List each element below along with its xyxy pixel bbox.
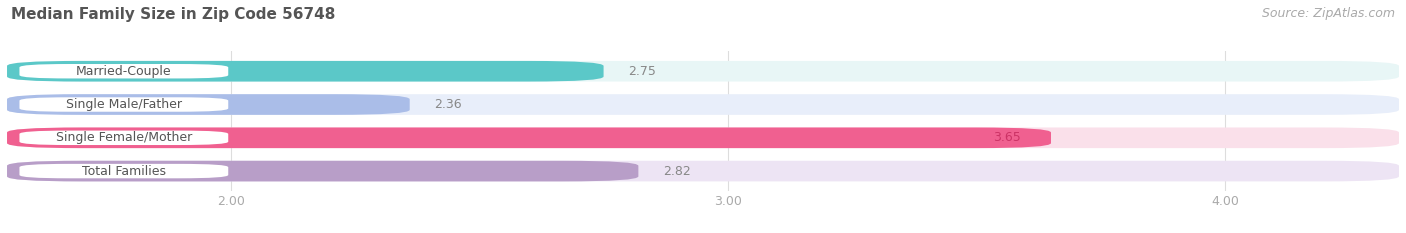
Text: 3.65: 3.65 — [994, 131, 1021, 144]
FancyBboxPatch shape — [7, 127, 1399, 148]
FancyBboxPatch shape — [7, 161, 638, 182]
FancyBboxPatch shape — [7, 61, 1399, 82]
Text: Median Family Size in Zip Code 56748: Median Family Size in Zip Code 56748 — [11, 7, 336, 22]
Text: 2.36: 2.36 — [434, 98, 463, 111]
Text: Married-Couple: Married-Couple — [76, 65, 172, 78]
FancyBboxPatch shape — [7, 61, 603, 82]
Text: 2.82: 2.82 — [664, 164, 690, 178]
FancyBboxPatch shape — [20, 64, 228, 79]
FancyBboxPatch shape — [7, 161, 1399, 182]
FancyBboxPatch shape — [20, 97, 228, 112]
Text: Source: ZipAtlas.com: Source: ZipAtlas.com — [1261, 7, 1395, 20]
FancyBboxPatch shape — [20, 130, 228, 145]
Text: Single Male/Father: Single Male/Father — [66, 98, 181, 111]
FancyBboxPatch shape — [7, 127, 1050, 148]
FancyBboxPatch shape — [7, 94, 1399, 115]
FancyBboxPatch shape — [20, 164, 228, 178]
FancyBboxPatch shape — [7, 94, 409, 115]
Text: Single Female/Mother: Single Female/Mother — [56, 131, 193, 144]
Text: Total Families: Total Families — [82, 164, 166, 178]
Text: 2.75: 2.75 — [628, 65, 657, 78]
